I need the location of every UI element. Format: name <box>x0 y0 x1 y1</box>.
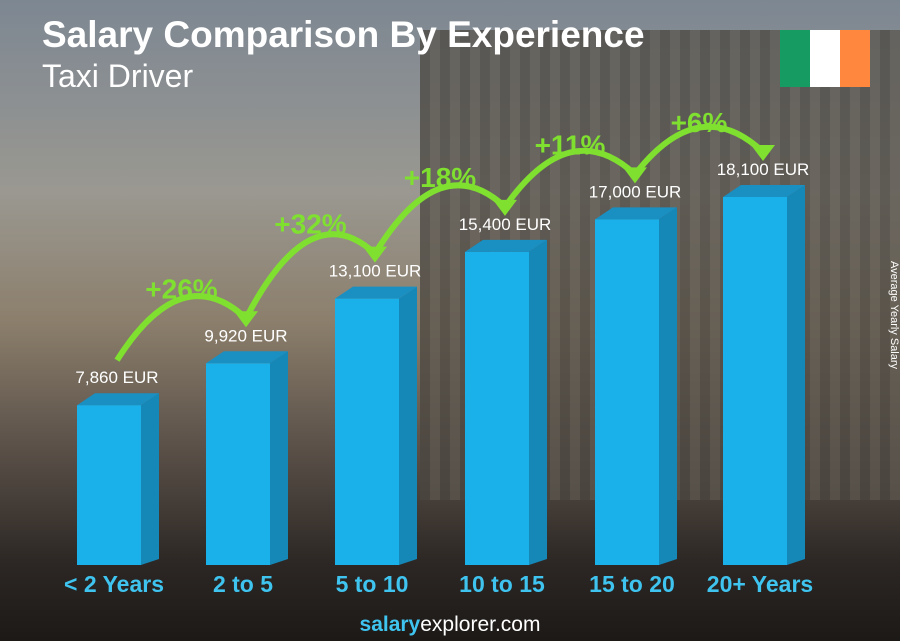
brand-bold: salary <box>359 613 421 636</box>
value-label: 18,100 EUR <box>717 160 810 179</box>
category-label: < 2 Years <box>64 571 164 597</box>
bar <box>595 219 659 566</box>
category-label: 10 to 15 <box>459 571 545 597</box>
flag-stripe-orange <box>840 30 870 87</box>
bar <box>77 405 141 565</box>
bar <box>335 298 399 565</box>
bar-top <box>723 185 805 197</box>
category-label: 15 to 20 <box>589 571 675 597</box>
increase-arrow <box>632 123 766 177</box>
chart-subtitle: Taxi Driver <box>42 58 194 94</box>
bar-top <box>77 393 159 406</box>
increase-label: +32% <box>274 209 346 240</box>
increase-annotation: +11% <box>502 129 647 209</box>
category-label: 5 to 10 <box>336 571 409 597</box>
arrow-head-icon <box>493 199 517 216</box>
increase-arrow <box>502 147 638 209</box>
y-axis-label: Average Yearly Salary <box>888 260 900 370</box>
increase-label: +6% <box>671 107 728 138</box>
bar-group: 7,860 EUR < 2 Years <box>64 368 164 597</box>
increase-annotation: +18% <box>372 162 517 256</box>
bar-top <box>335 286 417 299</box>
arrow-head-icon <box>363 246 387 263</box>
chart-title: Salary Comparison By Experience <box>42 14 645 55</box>
bar <box>465 251 529 566</box>
increase-annotation: +26% <box>114 273 258 362</box>
increase-arrow <box>372 182 508 256</box>
bar-top <box>595 207 677 220</box>
increase-annotation: +6% <box>632 107 775 177</box>
flag-stripe-green <box>780 30 810 87</box>
brand-tld: .com <box>494 613 541 636</box>
value-label: 9,920 EUR <box>204 326 287 345</box>
bar-group: 17,000 EUR 15 to 20 <box>589 182 682 597</box>
increase-label: +11% <box>535 129 606 160</box>
value-label: 7,860 EUR <box>75 368 158 387</box>
increase-annotation: +32% <box>243 209 387 320</box>
ireland-flag-icon <box>780 30 870 87</box>
arrow-head-icon <box>751 145 775 161</box>
category-label: 20+ Years <box>707 571 813 597</box>
arrow-head-icon <box>234 311 258 328</box>
bar-side <box>529 239 547 566</box>
category-label: 2 to 5 <box>213 571 273 597</box>
bar-group: 13,100 EUR 5 to 10 <box>329 262 422 597</box>
increase-label: +26% <box>145 273 217 304</box>
bar-group: 9,920 EUR 2 to 5 <box>204 326 288 597</box>
bar-side <box>787 185 805 565</box>
value-label: 13,100 EUR <box>329 262 422 281</box>
footer-brand[interactable]: salaryexplorer.com <box>0 613 900 637</box>
value-label: 17,000 EUR <box>589 182 682 201</box>
bar-group: 15,400 EUR 10 to 15 <box>459 215 552 597</box>
brand-rest: explorer <box>420 613 495 636</box>
bar-side <box>399 286 417 565</box>
increase-arrow <box>243 231 378 320</box>
increase-label: +18% <box>404 162 476 193</box>
bar-top <box>206 351 288 364</box>
bar <box>723 197 787 565</box>
value-label: 15,400 EUR <box>459 215 552 234</box>
bar <box>206 363 270 565</box>
increase-arrow <box>114 293 249 362</box>
bar-side <box>659 207 677 566</box>
bar-side <box>141 393 159 565</box>
bar-group: 18,100 EUR 20+ Years <box>707 160 813 597</box>
bar-side <box>270 351 288 565</box>
bar-top <box>465 239 547 252</box>
flag-stripe-white <box>810 30 840 87</box>
